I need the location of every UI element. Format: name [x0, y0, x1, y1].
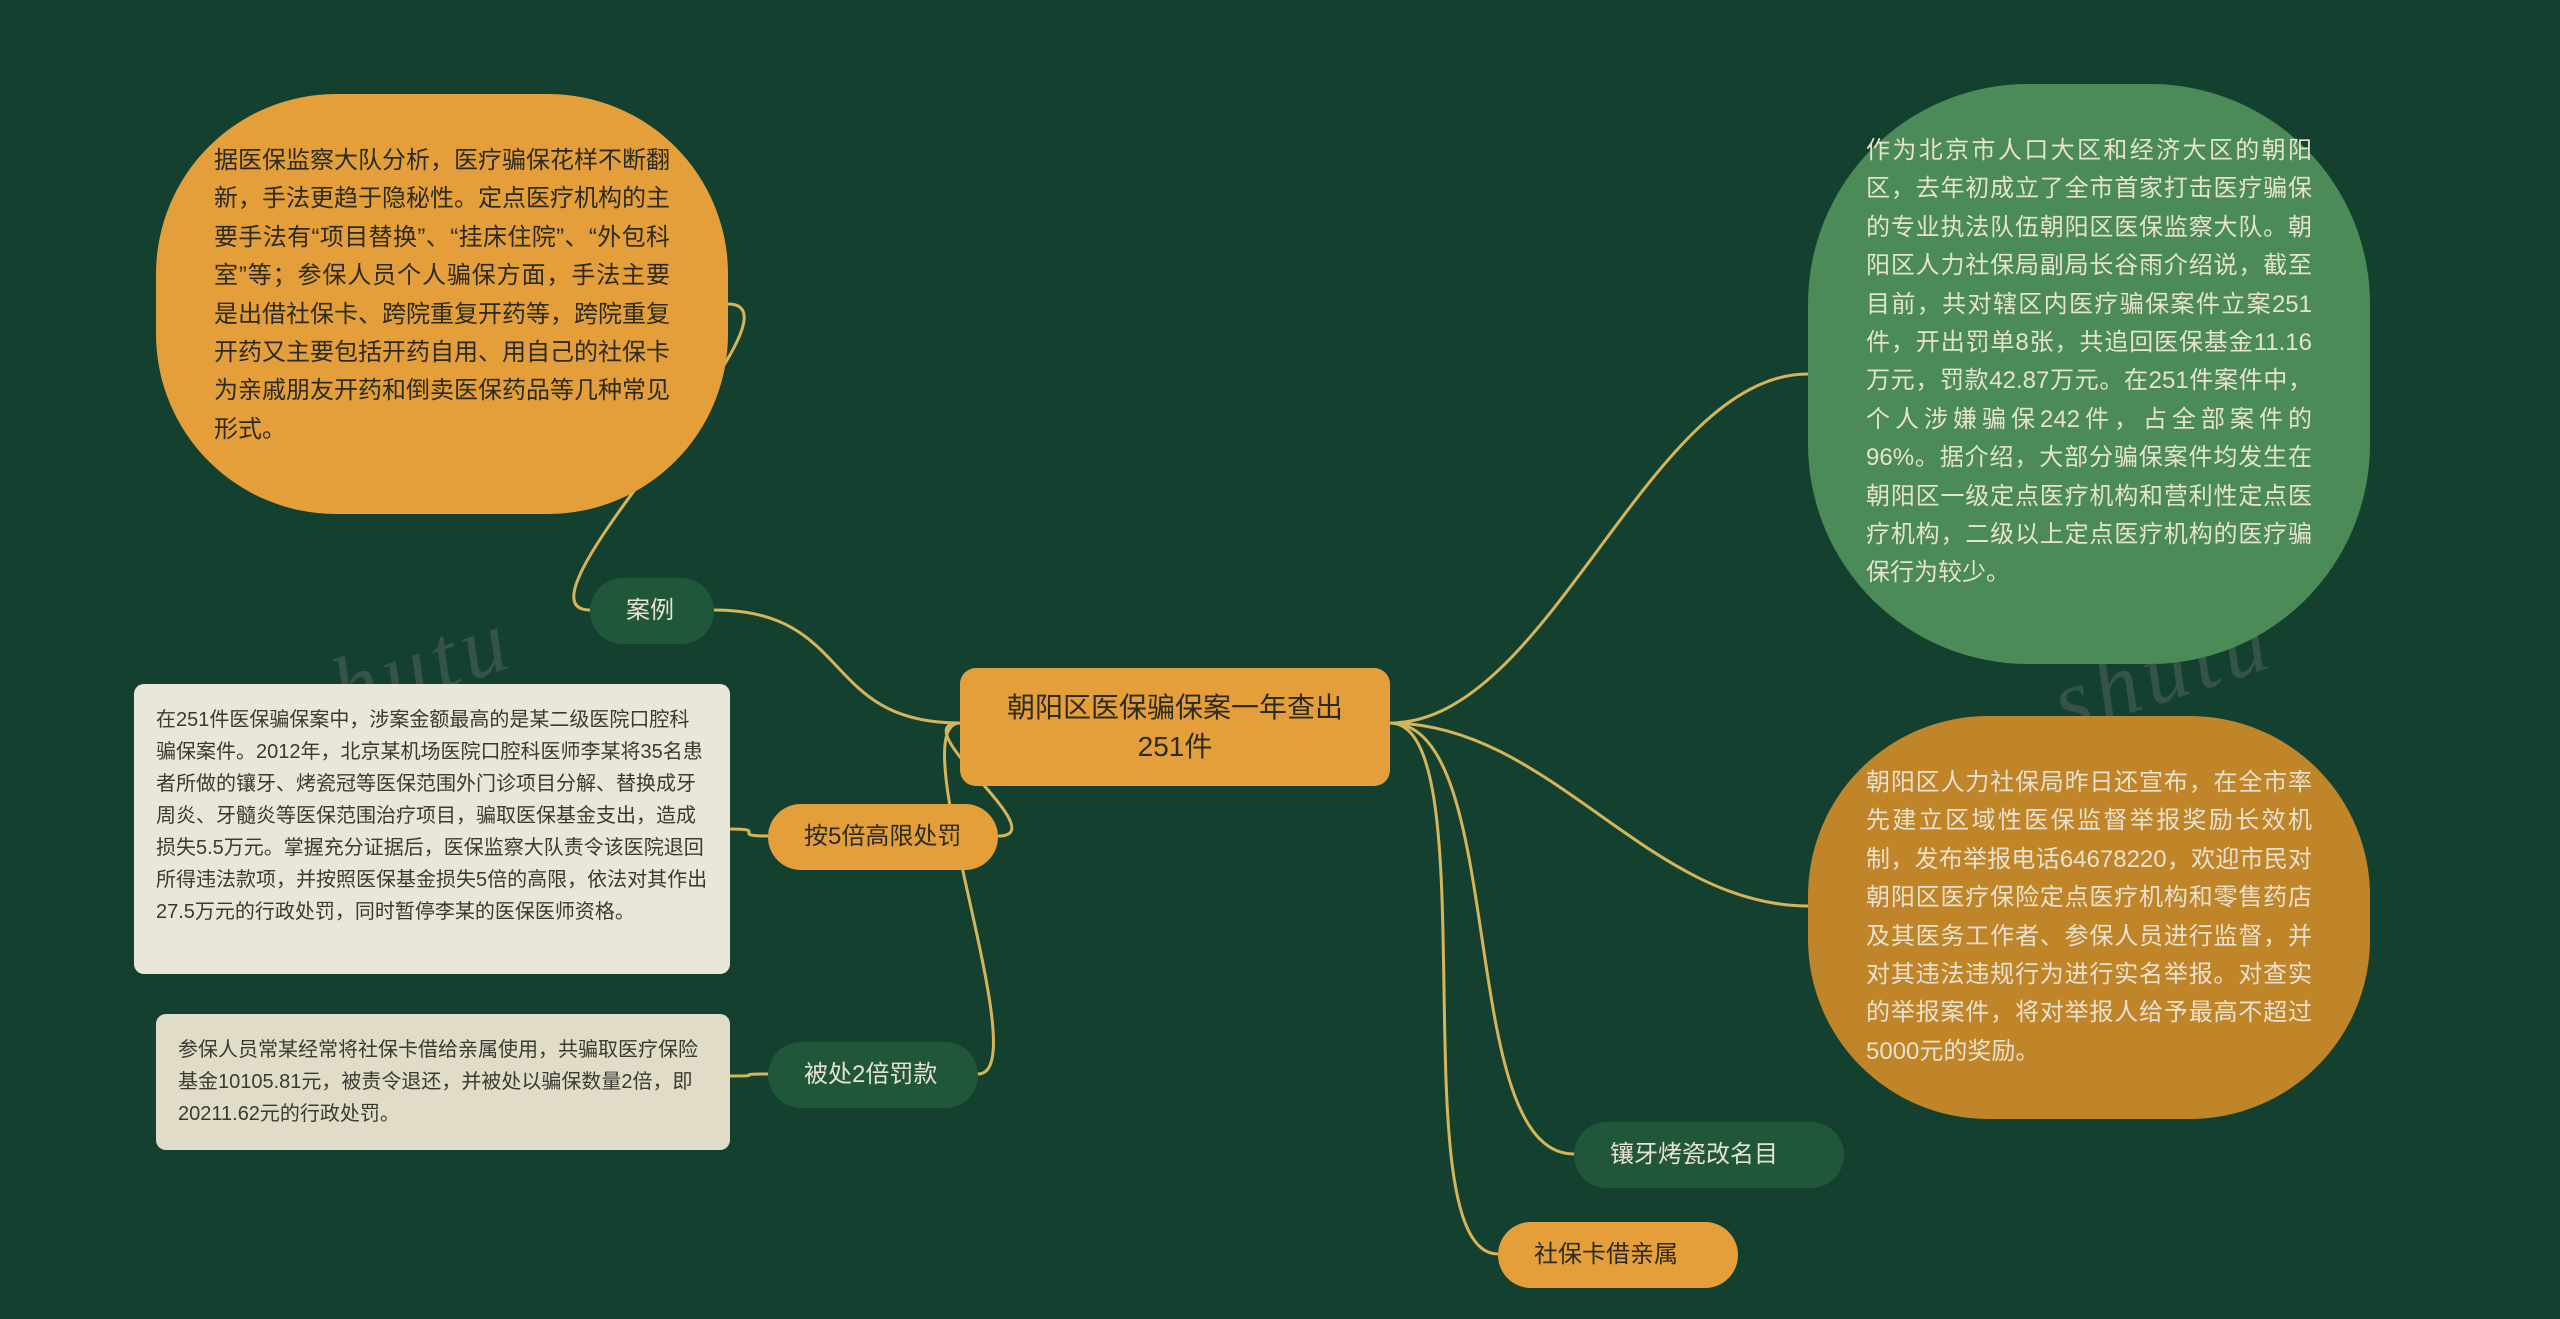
node-right-1-overview[interactable]: 作为北京市人口大区和经济大区的朝阳区，去年初成立了全市首家打击医疗骗保的专业执法… — [1808, 84, 2370, 664]
edge — [730, 829, 768, 836]
node-left-1-analysis[interactable]: 据医保监察大队分析，医疗骗保花样不断翻新，手法更趋于隐秘性。定点医疗机构的主要手… — [156, 94, 728, 514]
node-left-3-detail[interactable]: 参保人员常某经常将社保卡借给亲属使用，共骗取医疗保险基金10105.81元，被责… — [156, 1014, 730, 1150]
edge — [714, 610, 960, 723]
node-right-3-dental-rename[interactable]: 镶牙烤瓷改名目 — [1574, 1122, 1844, 1188]
node-left-2-detail[interactable]: 在251件医保骗保案中，涉案金额最高的是某二级医院口腔科骗保案件。2012年，北… — [134, 684, 730, 974]
node-left-1-case-label[interactable]: 案例 — [590, 578, 714, 644]
edge — [1390, 723, 1574, 1154]
node-left-3-penalty-2x[interactable]: 被处2倍罚款 — [768, 1042, 978, 1108]
edge — [1390, 723, 1808, 906]
edge — [1390, 374, 1808, 723]
node-left-2-penalty-5x[interactable]: 按5倍高限处罚 — [768, 804, 998, 870]
mindmap-stage: shutu shutu 朝阳区医保骗保案一年查出251件 作为北京市人口大区和经… — [0, 0, 2560, 1319]
center-node[interactable]: 朝阳区医保骗保案一年查出251件 — [960, 668, 1390, 786]
edge — [1390, 723, 1498, 1254]
node-right-2-hotline[interactable]: 朝阳区人力社保局昨日还宣布，在全市率先建立区域性医保监督举报奖励长效机制，发布举… — [1808, 716, 2370, 1119]
node-right-4-card-lending[interactable]: 社保卡借亲属 — [1498, 1222, 1738, 1288]
edge — [730, 1074, 768, 1076]
